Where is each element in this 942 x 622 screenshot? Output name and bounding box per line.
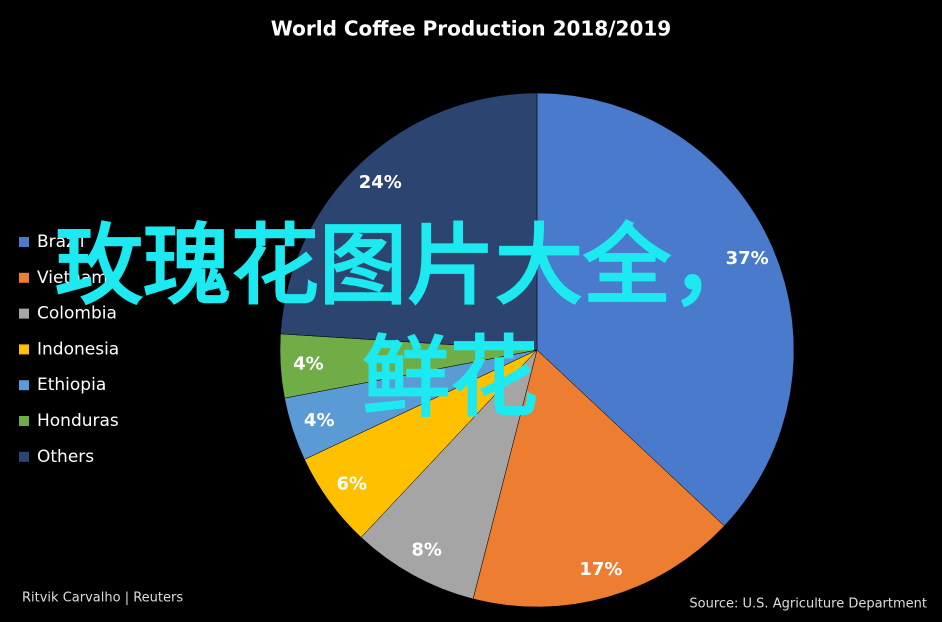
data-label: 8%	[411, 540, 442, 561]
legend-label: Vietnam	[37, 268, 108, 288]
legend-swatch	[19, 380, 29, 391]
legend: Brazil Vietnam Colombia Indonesia Ethiopia Ho…	[19, 232, 119, 467]
overlay-text: 玫瑰花图片大全，	[55, 214, 759, 317]
legend-swatch	[19, 237, 29, 247]
pie-slice	[536, 92, 795, 527]
data-label: 37%	[726, 248, 769, 269]
data-label: 24%	[359, 172, 402, 193]
legend-label: Ethiopia	[37, 375, 106, 395]
legend-swatch	[19, 308, 29, 319]
legend-label: Brazil	[37, 232, 84, 252]
legend-label: Others	[37, 447, 94, 467]
data-label: 4%	[304, 410, 335, 431]
legend-swatch	[19, 416, 29, 426]
legend-swatch	[19, 451, 29, 462]
legend-label: Honduras	[37, 411, 119, 431]
chart-title: World Coffee Production 2018/2019	[271, 17, 671, 41]
source: Source: U.S. Agriculture Department	[689, 597, 927, 612]
pie-slice	[472, 349, 725, 608]
data-label: 6%	[336, 474, 367, 495]
data-label: 17%	[579, 559, 622, 580]
legend-swatch	[19, 344, 29, 355]
overlay-text: 鲜花	[362, 326, 538, 429]
pie-slice	[360, 349, 538, 600]
overlay: 玫瑰花图片大全，鲜花	[55, 214, 759, 429]
legend-swatch	[19, 272, 29, 283]
credit: Ritvik Carvalho | Reuters	[22, 591, 183, 606]
data-label: 4%	[293, 353, 324, 374]
legend-label: Indonesia	[37, 339, 119, 359]
legend-label: Colombia	[37, 304, 117, 324]
pie-slice	[280, 92, 538, 351]
pie: 37% 17% 8% 6% 4% 4% 24%	[279, 92, 795, 608]
